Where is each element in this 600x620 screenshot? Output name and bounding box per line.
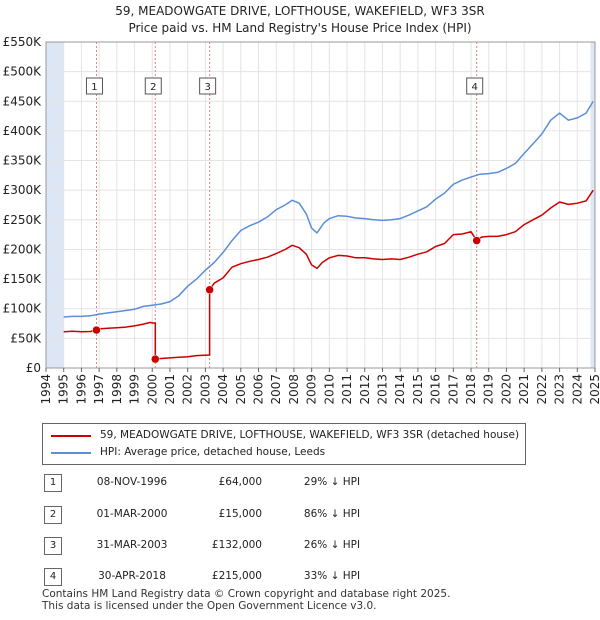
footer-licence: This data is licensed under the Open Gov… [42,600,377,612]
x-tick-label: 2017 [446,374,460,405]
transaction-number: 3 [44,537,62,555]
x-tick-label: 1995 [57,374,71,405]
y-tick-label: £50K [10,331,42,345]
transaction-price: £64,000 [218,476,262,488]
x-tick-label: 2005 [234,374,248,405]
transaction-number: 1 [44,474,62,492]
transaction-hpi: 29% ↓ HPI [303,476,361,488]
transaction-date: 31-MAR-2003 [96,539,168,551]
x-tick-label: 1997 [92,374,106,405]
transaction-hpi: 33% ↓ HPI [303,570,361,582]
shaded-period [46,42,64,368]
sale-label: 4 [472,82,478,93]
transaction-date: 08-NOV-1996 [96,476,168,488]
x-tick-label: 2001 [163,374,177,405]
x-tick-label: 2008 [287,374,301,405]
y-tick-label: £450K [3,94,43,108]
transaction-date: 30-APR-2018 [98,570,166,582]
x-tick-label: 2021 [517,374,531,405]
sale-label-box [466,77,484,95]
property-price-line [63,189,594,360]
sale-point [205,285,214,295]
sale-point [92,325,101,335]
transaction-row: 4 30-APR-2018 £215,000 33% ↓ HPI [42,566,462,588]
shaded-period [590,42,595,368]
y-tick-label: £500K [3,65,43,79]
x-tick-label: 2011 [340,374,354,405]
plot-frame [45,41,596,369]
sale-point [151,354,160,364]
transaction-row: 3 31-MAR-2003 £132,000 26% ↓ HPI [42,535,462,557]
x-tick-label: 2016 [429,374,443,405]
x-tick-label: 2003 [198,374,212,405]
x-tick-label: 2002 [181,374,195,405]
chart-title: 59, MEADOWGATE DRIVE, LOFTHOUSE, WAKEFIE… [115,4,485,18]
x-tick-label: 2024 [570,374,584,405]
transaction-hpi: 86% ↓ HPI [303,508,361,520]
x-tick-label: 2020 [499,374,513,405]
x-tick-label: 2018 [464,374,478,405]
y-tick-label: £350K [3,154,43,168]
transaction-price: £15,000 [218,508,262,520]
x-tick-label: 2012 [358,374,372,405]
x-tick-label: 2023 [553,374,567,405]
transaction-row: 1 08-NOV-1996 £64,000 29% ↓ HPI [42,472,462,494]
y-tick-label: £0 [26,361,41,375]
footer: Contains HM Land Registry data © Crown c… [42,588,450,612]
transaction-hpi: 26% ↓ HPI [303,539,361,551]
legend-swatch-property [51,435,91,437]
price-chart: £0 £50K £100K £150K £200K £250K £300K £350K £400… [3,35,600,405]
y-tick-label: £250K [3,213,43,227]
hpi-line [63,100,594,318]
x-tick-label: 2004 [216,374,230,405]
x-tick-label: 2019 [482,374,496,405]
sale-label-box [85,77,103,95]
x-tick-label: 1999 [128,374,142,405]
x-tick-label: 2006 [252,374,266,405]
sale-label-box [199,77,217,95]
chart-subtitle: Price paid vs. HM Land Registry's House … [128,21,472,35]
y-tick-label: £400K [3,124,43,138]
legend-label-hpi: HPI: Average price, detached house, Leed… [100,446,326,458]
x-tick-label: 2025 [588,374,600,405]
x-tick-label: 2014 [393,374,407,405]
transaction-number: 4 [44,568,62,586]
y-tick-label: £300K [3,183,43,197]
x-tick-label: 1994 [39,374,53,405]
footer-copyright: Contains HM Land Registry data © Crown c… [42,588,451,600]
legend-item-hpi: HPI: Average price, detached house, Leed… [43,445,523,461]
sale-label: 1 [91,82,97,93]
sale-point [472,236,481,245]
transaction-price: £132,000 [211,539,262,551]
x-tick-label: 2010 [322,374,336,405]
x-tick-label: 2015 [411,374,425,405]
x-tick-label: 2007 [269,374,283,405]
sale-label: 3 [204,82,210,93]
plot-area [46,42,595,368]
y-tick-label: £150K [3,272,43,286]
y-tick-label: £550K [3,35,43,49]
transaction-price: £215,000 [211,570,262,582]
legend-item-property: 59, MEADOWGATE DRIVE, LOFTHOUSE, WAKEFIE… [43,428,523,444]
x-tick-label: 2000 [145,374,159,405]
x-tick-label: 2009 [305,374,319,405]
sale-label-box [144,77,162,95]
y-tick-label: £200K [3,242,43,256]
x-tick-label: 2013 [375,374,389,405]
transaction-date: 01-MAR-2000 [96,508,168,520]
legend-label-property: 59, MEADOWGATE DRIVE, LOFTHOUSE, WAKEFIE… [100,429,520,441]
x-tick-label: 1998 [110,374,124,405]
transaction-number: 2 [44,506,62,524]
x-tick-label: 1996 [74,374,88,405]
y-tick-label: £100K [3,302,43,316]
sale-label: 2 [150,82,156,93]
legend-swatch-hpi [51,452,91,454]
transaction-row: 2 01-MAR-2000 £15,000 86% ↓ HPI [42,504,462,526]
x-tick-label: 2022 [535,374,549,405]
legend: 59, MEADOWGATE DRIVE, LOFTHOUSE, WAKEFIE… [42,423,526,465]
